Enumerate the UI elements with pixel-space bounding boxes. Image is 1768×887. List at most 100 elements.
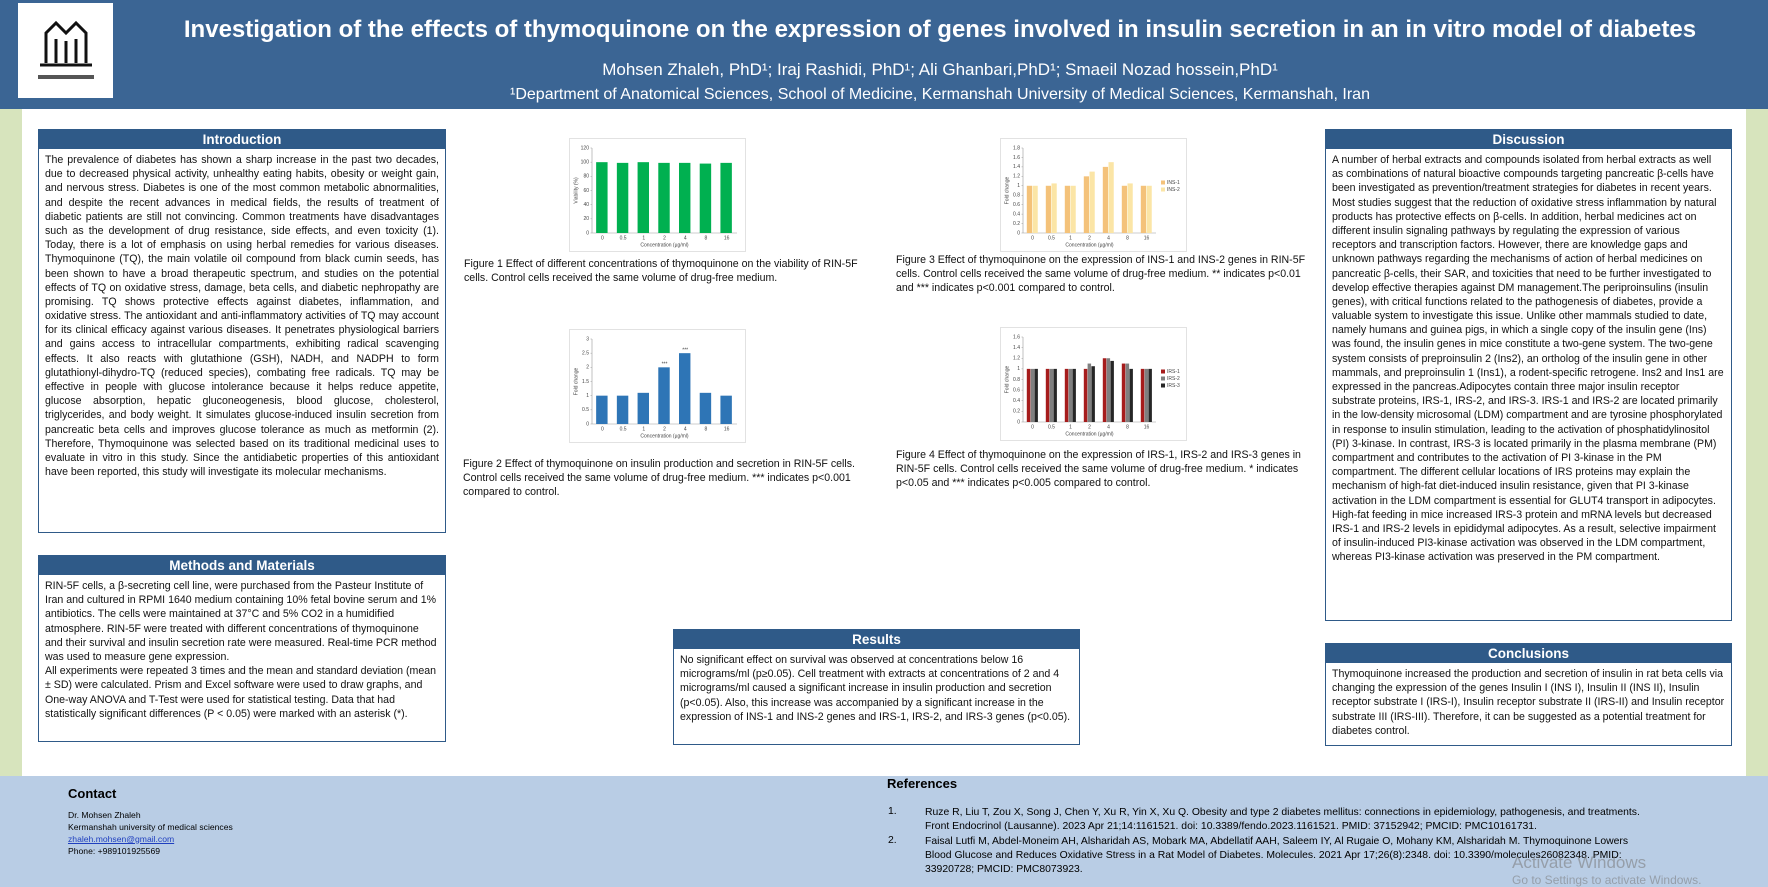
section-text: Thymoquinone increased the production an… (1332, 668, 1725, 737)
bar (1034, 368, 1038, 422)
section-heading: Methods and Materials (39, 556, 445, 575)
bar (1064, 368, 1069, 422)
bar (637, 162, 650, 233)
x-axis-label: Concentration (µg/ml) (640, 433, 689, 439)
y-tick-label: 0 (1017, 230, 1020, 236)
x-tick-label: 4 (1107, 424, 1110, 430)
methods-box: Methods and Materials RIN-5F cells, a β-… (38, 555, 446, 742)
x-tick-label: 1 (1069, 235, 1072, 241)
y-tick-label: 20 (583, 216, 589, 222)
bar (1127, 183, 1133, 233)
contact-line: Dr. Mohsen Zhaleh (68, 810, 141, 820)
y-tick-label: 1.4 (1013, 164, 1020, 170)
y-axis-label: Fold change (1004, 177, 1010, 205)
authors: Mohsen Zhaleh, PhD¹; Iraj Rashidi, PhD¹;… (602, 60, 1278, 79)
section-text: RIN-5F cells, a β-secreting cell line, w… (39, 575, 445, 725)
x-tick-label: 16 (724, 235, 730, 241)
bar (1087, 363, 1092, 422)
section-heading: Conclusions (1326, 644, 1731, 663)
y-tick-label: 0.5 (582, 407, 589, 413)
bar (1070, 185, 1076, 233)
bar (1148, 368, 1152, 422)
bar (616, 162, 629, 233)
legend-swatch (1161, 187, 1165, 192)
x-tick-label: 16 (1144, 424, 1150, 430)
figure-1-chart: 0 20 40 60 80 100 120 0 0.5 1 2 4 8 16 Concentration (… (569, 138, 746, 252)
header (0, 0, 1768, 109)
introduction-box: Introduction The prevalence of diabetes … (38, 129, 446, 533)
figure-caption: Figure 2 Effect of thymoquinone on insul… (463, 458, 855, 499)
x-tick-label: 4 (684, 235, 687, 241)
contact-lines: Dr. Mohsen Zhaleh Kermanshah university … (68, 810, 233, 857)
section-text: The prevalence of diabetes has shown a s… (45, 154, 439, 479)
x-tick-label: 0 (1031, 424, 1034, 430)
x-tick-label: 1 (1069, 424, 1072, 430)
x-tick-label: 0.5 (620, 235, 627, 241)
bar (616, 395, 629, 424)
bar (658, 162, 670, 233)
figure-caption: Figure 1 Effect of different concentrati… (464, 258, 858, 285)
bar (1083, 368, 1088, 422)
bar (1140, 185, 1147, 233)
y-tick-label: 1 (1017, 183, 1020, 189)
bar (1026, 185, 1033, 233)
bar (1110, 360, 1114, 422)
legend-label: IRS-2 (1167, 376, 1180, 382)
y-tick-label: 3 (586, 336, 589, 342)
watermark: Go to Settings to activate Windows. (1512, 873, 1702, 887)
x-tick-label: 0.5 (1048, 235, 1055, 241)
bar (1064, 185, 1071, 233)
x-tick-label: 0.5 (1048, 424, 1055, 430)
bar (658, 367, 670, 424)
y-tick-label: 1.4 (1013, 345, 1020, 351)
results-box: Results No significant effect on surviva… (673, 629, 1080, 745)
y-tick-label: 0.4 (1013, 398, 1020, 404)
x-tick-label: 0 (601, 426, 604, 432)
y-tick-label: 1.2 (1013, 174, 1020, 180)
x-tick-label: 2 (1088, 424, 1091, 430)
bar (1102, 166, 1109, 233)
bar (1102, 358, 1107, 422)
bar (1108, 162, 1114, 233)
contact-email[interactable]: zhaleh.mohsen@gmail.com (68, 833, 175, 844)
legend-label: IRS-1 (1167, 369, 1180, 375)
figure-2-chart: 0 0.5 1 1.5 2 2.5 3 0 0.5 1 2 *** 4 *** 8 16 Concentrati… (569, 329, 746, 443)
references-heading: References (887, 776, 958, 791)
bar (1045, 185, 1052, 233)
watermark: Activate Windows (1512, 853, 1647, 872)
bar (1125, 363, 1130, 422)
reference-number: 2. (888, 835, 897, 846)
figure-caption: Figure 3 Effect of thymoquinone on the e… (896, 254, 1306, 295)
x-axis-label: Concentration (µg/ml) (1065, 242, 1114, 248)
x-tick-label: 0.5 (620, 426, 627, 432)
y-tick-label: 0 (1017, 419, 1020, 425)
x-tick-label: 8 (705, 426, 708, 432)
bar (1146, 185, 1152, 233)
x-tick-label: 1 (642, 426, 645, 432)
y-tick-label: 0.6 (1013, 202, 1020, 208)
y-tick-label: 100 (581, 159, 590, 165)
y-tick-label: 0.6 (1013, 387, 1020, 393)
x-axis-label: Concentration (µg/ml) (1065, 431, 1114, 437)
logo (18, 3, 113, 98)
figure-3-chart: 0 0.2 0.4 0.6 0.8 1 1.2 1.4 1.6 1.8 0 0.5 1 2 4 8 16 Conc… (1000, 138, 1187, 252)
y-tick-label: 1.6 (1013, 334, 1020, 340)
affiliation: ¹Department of Anatomical Sciences, Scho… (510, 86, 1370, 103)
bar (1026, 368, 1031, 422)
bar (699, 163, 712, 233)
bar (1129, 368, 1133, 422)
bar (1089, 171, 1095, 233)
figure-4-chart: 0 0.2 0.4 0.6 0.8 1 1.2 1.4 1.6 0 0.5 1 2 4 8 16 Concent… (1000, 327, 1187, 441)
y-axis-label: Viability (%) (573, 177, 579, 204)
section-text: No significant effect on survival was ob… (680, 654, 1071, 723)
x-tick-label: 8 (705, 235, 708, 241)
paragraph: RIN-5F cells, a β-secreting cell line, w… (45, 580, 437, 663)
y-tick-label: 0.8 (1013, 193, 1020, 199)
bar (1083, 176, 1090, 233)
bar (1049, 368, 1054, 422)
section-heading: Results (674, 630, 1079, 649)
bar (1140, 368, 1145, 422)
paragraph: All experiments were repeated 3 times an… (45, 665, 437, 720)
y-tick-label: 2.5 (582, 350, 589, 356)
x-tick-label: 4 (684, 426, 687, 432)
